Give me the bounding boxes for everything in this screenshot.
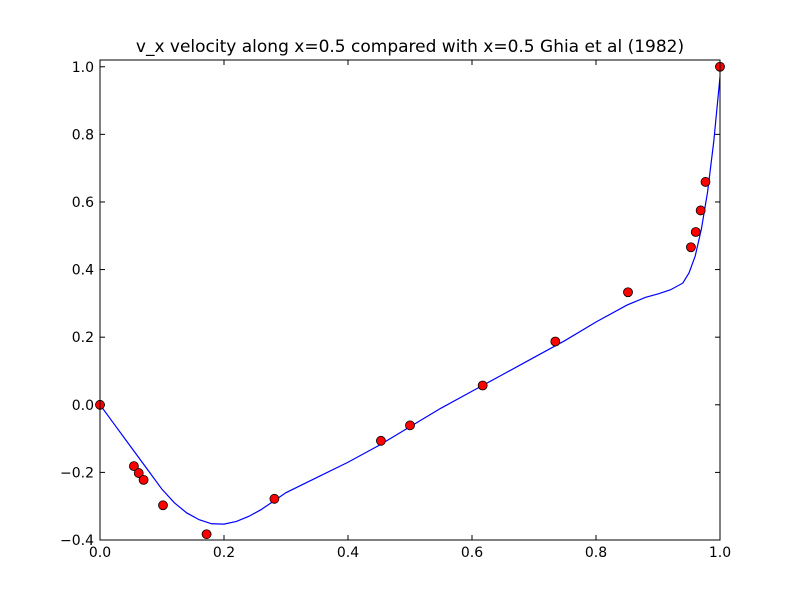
x-tick-label: 0.8 (585, 545, 607, 561)
series-line (99, 76, 721, 525)
axes-frame (99, 59, 721, 541)
plot-area (95, 61, 725, 540)
x-tick-label: 1.0 (709, 545, 731, 561)
y-tick-label: 0.8 (72, 127, 94, 143)
data-point (550, 336, 561, 347)
x-tick-label: 0.4 (337, 545, 359, 561)
y-tick-label: 0.0 (72, 398, 94, 414)
y-tick-label: 0.2 (72, 330, 94, 346)
data-point (269, 493, 280, 504)
data-point (690, 227, 701, 237)
data-point (700, 177, 711, 187)
data-point (201, 529, 212, 540)
x-tick-label: 0.6 (461, 545, 483, 561)
data-point (133, 468, 144, 478)
x-tick-label: 0.0 (89, 545, 111, 561)
data-point (129, 461, 139, 472)
chart-title: v_x velocity along x=0.5 compared with x… (136, 37, 684, 57)
data-point (376, 435, 386, 446)
data-point (686, 242, 696, 253)
x-tick-label: 0.2 (213, 545, 235, 561)
ticks-layer: 0.0 0.2 0.4 0.6 0.8 1.0 −0.4 −0.2 0.0 0.2 0.4 0.6 0.… (60, 60, 731, 561)
data-point (405, 420, 415, 431)
data-point (138, 474, 149, 485)
y-tick-label: −0.2 (60, 465, 94, 481)
y-tick-label: 0.6 (72, 195, 94, 211)
data-point (623, 287, 633, 298)
y-tick-label: 1.0 (72, 60, 94, 76)
y-tick-label: 0.4 (72, 263, 94, 279)
data-point (158, 500, 168, 511)
data-point (695, 205, 706, 216)
data-point (477, 380, 488, 391)
y-tick-label: −0.4 (60, 533, 94, 549)
